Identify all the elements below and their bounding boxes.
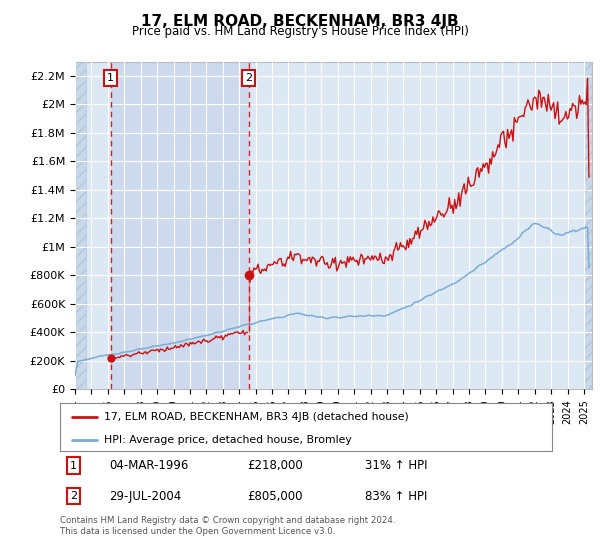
Text: £805,000: £805,000 <box>247 489 302 502</box>
Bar <box>584 62 592 389</box>
Bar <box>75 62 86 389</box>
Text: Contains HM Land Registry data © Crown copyright and database right 2024.
This d: Contains HM Land Registry data © Crown c… <box>60 516 395 536</box>
Text: 31% ↑ HPI: 31% ↑ HPI <box>365 459 428 472</box>
Text: 1: 1 <box>107 73 114 83</box>
Text: HPI: Average price, detached house, Bromley: HPI: Average price, detached house, Brom… <box>104 435 352 445</box>
Text: 2: 2 <box>245 73 252 83</box>
Text: Price paid vs. HM Land Registry's House Price Index (HPI): Price paid vs. HM Land Registry's House … <box>131 25 469 38</box>
Text: 17, ELM ROAD, BECKENHAM, BR3 4JB (detached house): 17, ELM ROAD, BECKENHAM, BR3 4JB (detach… <box>104 412 409 422</box>
Text: 1: 1 <box>70 461 77 471</box>
Text: 83% ↑ HPI: 83% ↑ HPI <box>365 489 427 502</box>
Text: 17, ELM ROAD, BECKENHAM, BR3 4JB: 17, ELM ROAD, BECKENHAM, BR3 4JB <box>141 14 459 29</box>
Text: 2: 2 <box>70 491 77 501</box>
Text: 04-MAR-1996: 04-MAR-1996 <box>109 459 188 472</box>
Bar <box>110 62 248 389</box>
Text: £218,000: £218,000 <box>247 459 303 472</box>
Text: 29-JUL-2004: 29-JUL-2004 <box>109 489 181 502</box>
